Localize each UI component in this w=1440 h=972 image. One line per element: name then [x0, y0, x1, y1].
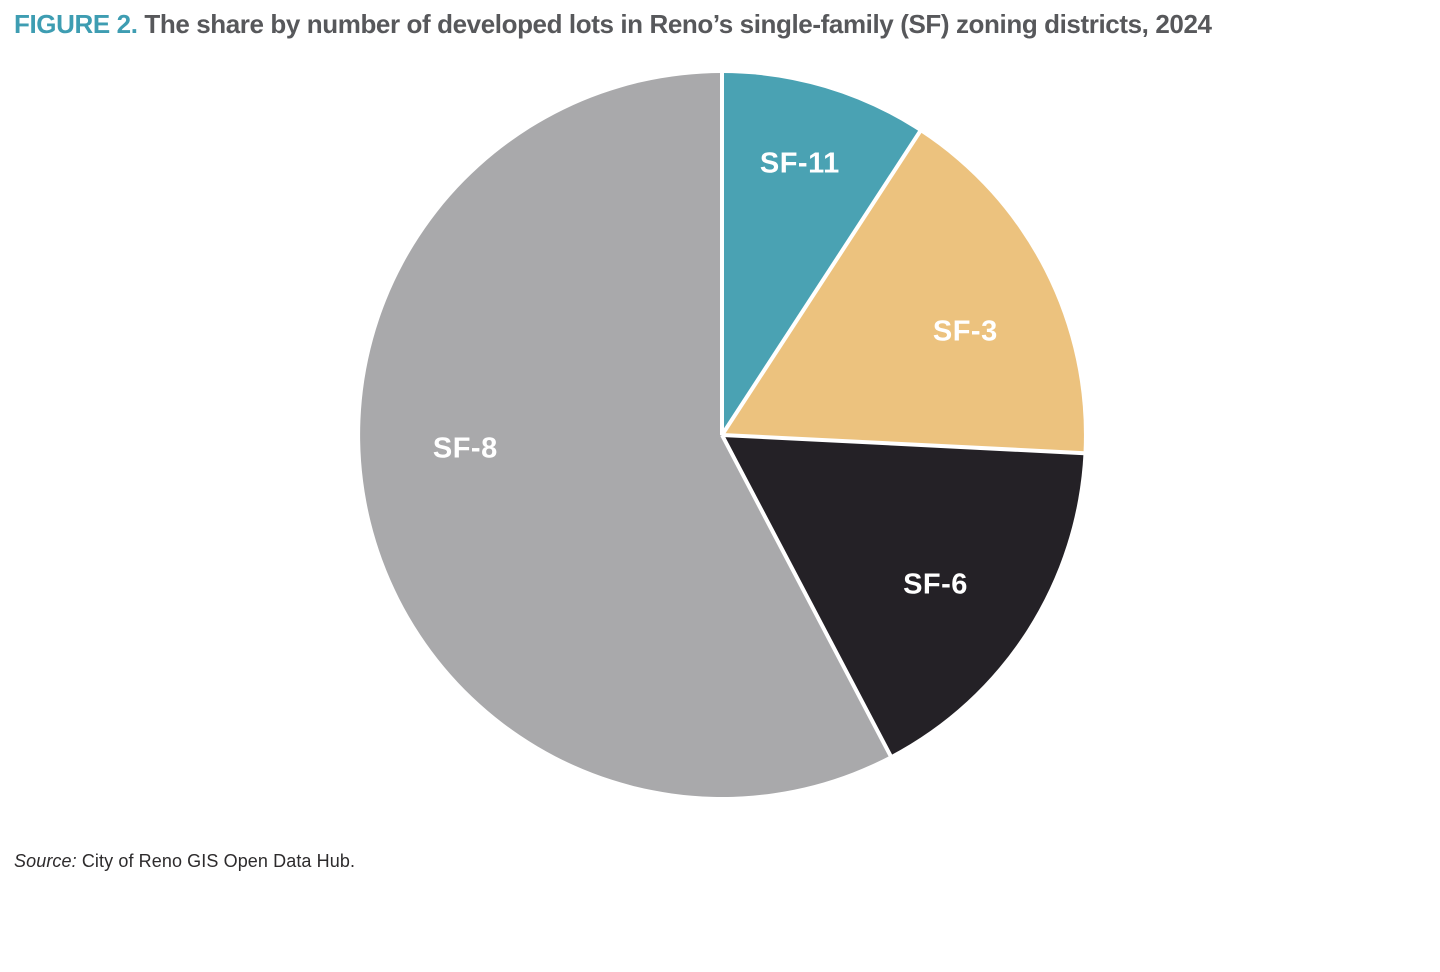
figure-label: FIGURE 2.	[14, 9, 138, 39]
figure-title-text: The share by number of developed lots in…	[137, 9, 1212, 39]
slice-label-sf-3: SF-3	[933, 316, 998, 348]
slice-label-sf-8: SF-8	[433, 433, 498, 465]
figure-title: FIGURE 2. The share by number of develop…	[14, 9, 1434, 40]
source-label: Source:	[14, 851, 77, 871]
pie-slice-sf-11	[722, 73, 920, 435]
pie-slice-sf-3	[722, 131, 1084, 454]
source-note: Source: City of Reno GIS Open Data Hub.	[14, 851, 355, 872]
slice-divider	[720, 129, 922, 437]
source-text: City of Reno GIS Open Data Hub.	[76, 851, 356, 871]
slice-label-sf-11: SF-11	[760, 148, 840, 180]
slice-divider	[721, 433, 1085, 456]
slice-divider	[720, 434, 893, 758]
pie-slice-sf-8	[360, 73, 891, 797]
pie-slice-sf-6	[722, 435, 1084, 756]
slice-label-sf-6: SF-6	[903, 569, 968, 601]
